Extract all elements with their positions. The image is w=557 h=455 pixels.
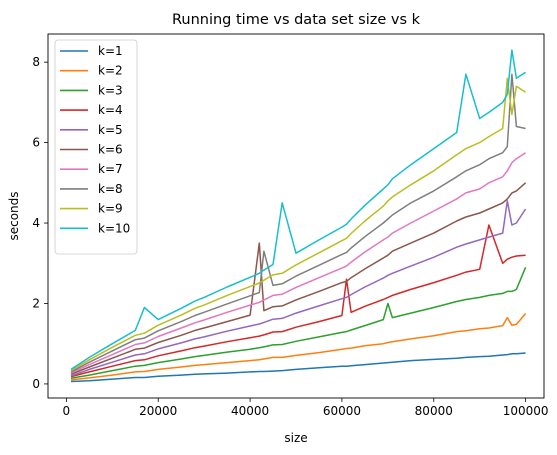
legend-box xyxy=(54,39,138,255)
legend-label-1: k=1 xyxy=(98,44,123,58)
series-line-1 xyxy=(70,352,526,383)
series-line-4 xyxy=(70,224,526,378)
x-tick-label: 80000 xyxy=(415,404,453,418)
series-line-8 xyxy=(70,73,526,373)
x-tick-label: 20000 xyxy=(139,404,177,418)
series-line-5 xyxy=(70,200,527,377)
series-line-9 xyxy=(70,77,527,372)
y-axis-label: seconds xyxy=(7,191,21,240)
x-tick-label: 0 xyxy=(63,404,71,418)
legend-label-10: k=10 xyxy=(98,221,130,235)
y-tick-label: 2 xyxy=(32,296,40,310)
series-line-6 xyxy=(70,182,527,375)
legend-label-9: k=9 xyxy=(98,202,123,216)
series-line-7 xyxy=(70,152,527,374)
y-tick-label: 0 xyxy=(32,377,40,391)
legend-label-3: k=3 xyxy=(98,83,123,97)
x-axis-ticks: 0 20000 40000 60000 80000 100000 xyxy=(63,398,549,418)
x-axis-label: size xyxy=(284,431,307,445)
x-tick-label: 40000 xyxy=(231,404,269,418)
series-line-10 xyxy=(70,49,527,371)
legend-label-6: k=6 xyxy=(98,143,123,157)
chart-title: Running time vs data set size vs k xyxy=(172,12,421,28)
y-tick-label: 4 xyxy=(32,216,40,230)
y-axis-ticks: 0 2 4 6 8 xyxy=(32,55,48,391)
series-line-2 xyxy=(70,313,527,381)
legend-label-2: k=2 xyxy=(98,64,123,78)
x-tick-label: 60000 xyxy=(323,404,361,418)
series-line-3 xyxy=(70,267,527,380)
legend: k=1 k=2 k=3 k=4 k=5 k=6 k=7 k=8 k=9 k=10 xyxy=(54,39,138,255)
legend-label-8: k=8 xyxy=(98,182,123,196)
y-tick-label: 8 xyxy=(32,55,40,69)
legend-label-4: k=4 xyxy=(98,103,123,117)
plot-lines xyxy=(70,49,527,383)
plot-frame xyxy=(47,33,545,399)
y-tick-label: 6 xyxy=(32,136,40,150)
legend-label-7: k=7 xyxy=(98,162,123,176)
legend-label-5: k=5 xyxy=(98,123,123,137)
x-tick-label: 100000 xyxy=(503,404,549,418)
